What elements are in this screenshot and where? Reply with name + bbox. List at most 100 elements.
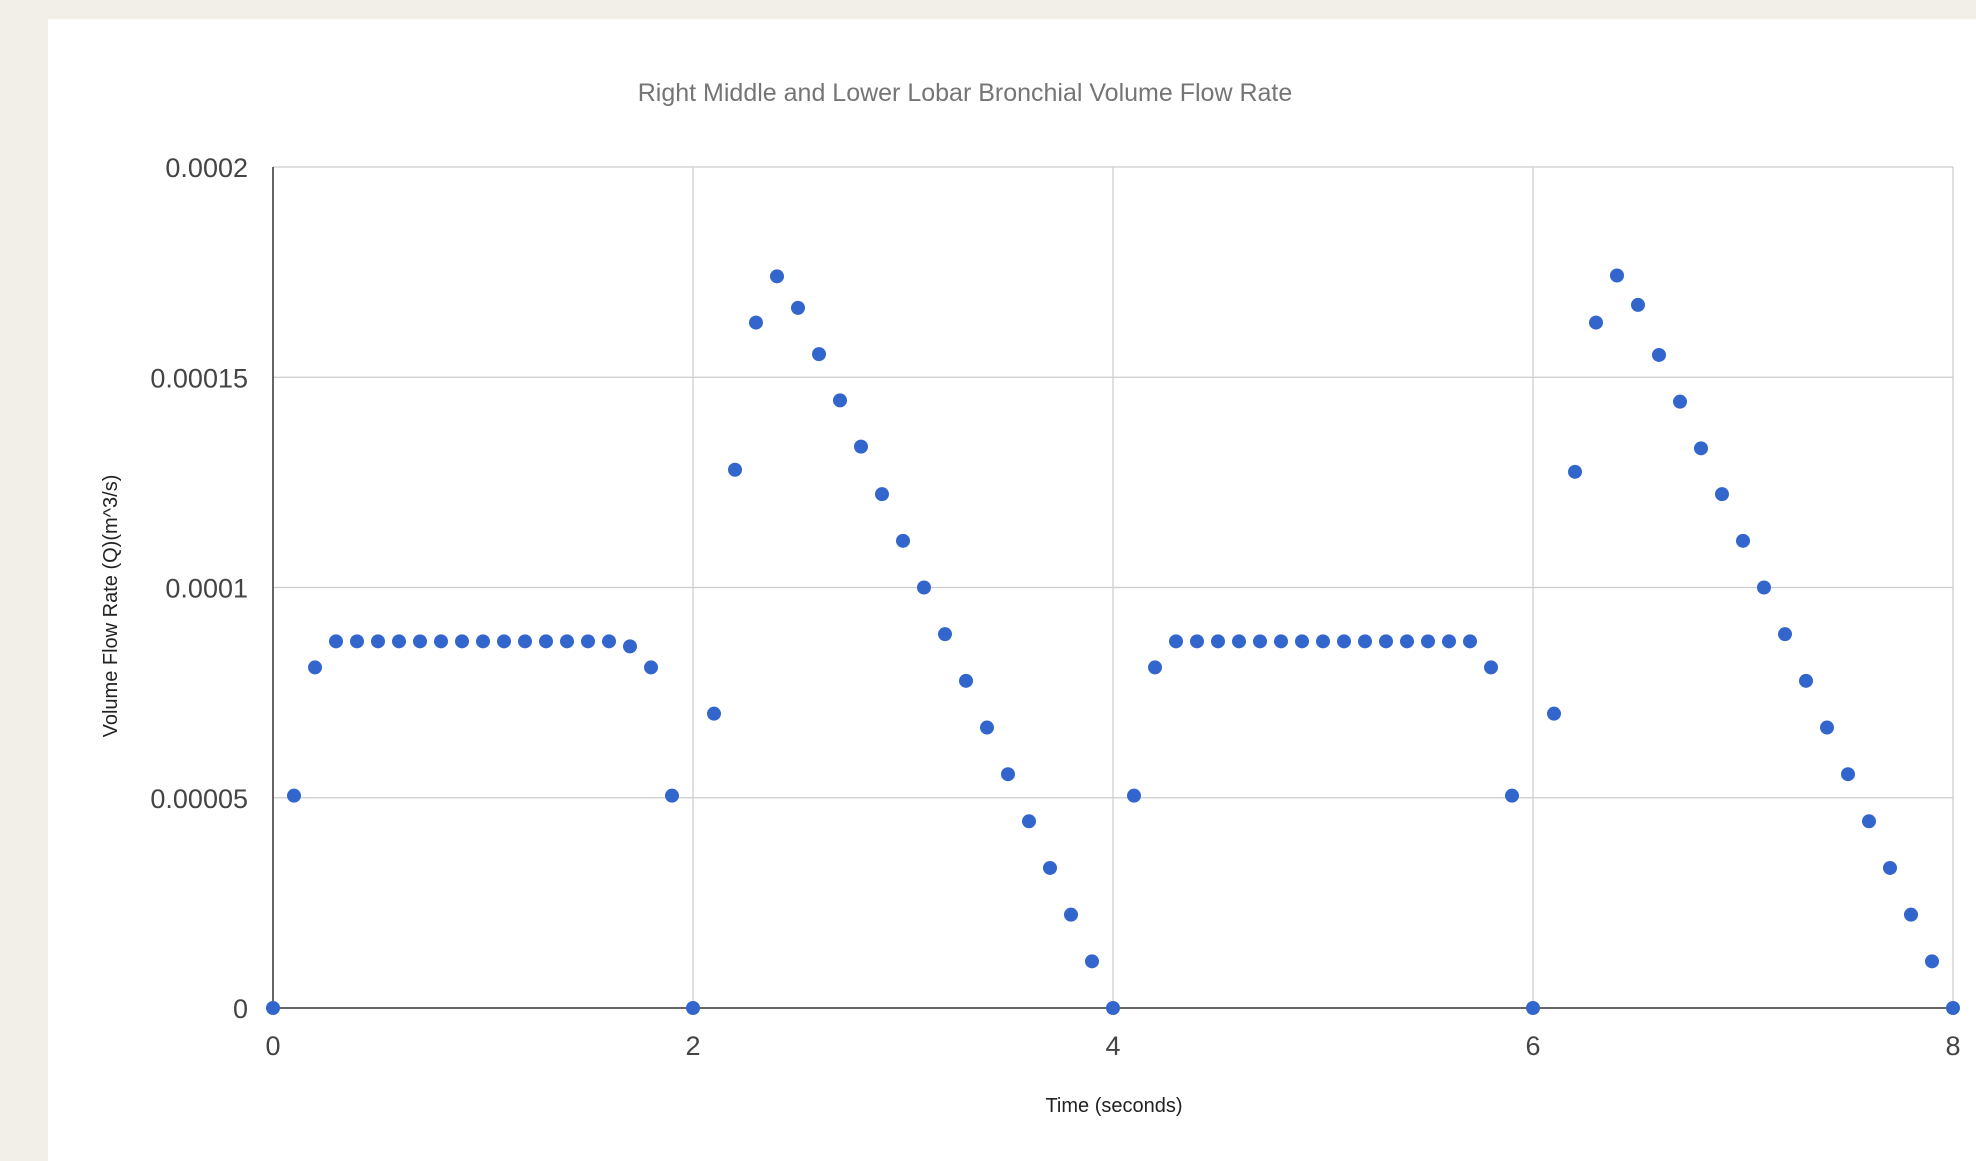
data-point: [1232, 634, 1246, 649]
data-point: [518, 634, 532, 649]
data-point: [1610, 268, 1624, 283]
data-point: [1673, 394, 1687, 409]
data-point: [1043, 860, 1057, 875]
data-point: [980, 720, 994, 735]
data-point: [1337, 634, 1351, 649]
data-point: [329, 634, 343, 649]
data-point: [1022, 814, 1036, 829]
data-point: [539, 634, 553, 649]
data-point: [1820, 720, 1834, 735]
data-point: [1316, 634, 1330, 649]
data-point: [371, 634, 385, 649]
y-tick-label: 0.00005: [150, 784, 248, 814]
data-point: [1778, 627, 1792, 642]
data-point: [1169, 634, 1183, 649]
chart-title: Right Middle and Lower Lobar Bronchial V…: [638, 79, 1293, 107]
data-point: [1946, 1001, 1960, 1015]
data-point: [497, 634, 511, 649]
data-point: [1148, 660, 1162, 675]
data-point: [665, 788, 679, 803]
data-point: [1400, 634, 1414, 649]
data-point: [749, 315, 763, 330]
data-point: [917, 580, 931, 595]
data-point: [1190, 634, 1204, 649]
data-point: [1001, 767, 1015, 782]
data-point: [1736, 533, 1750, 548]
data-point: [266, 1001, 280, 1015]
data-point: [392, 634, 406, 649]
x-axis-label: Time (seconds): [1045, 1095, 1182, 1117]
data-point: [1862, 814, 1876, 829]
data-point: [623, 639, 637, 654]
data-point: [560, 634, 574, 649]
data-point: [1253, 634, 1267, 649]
data-point: [833, 393, 847, 408]
x-axis-ticks: 0 2 4 6 8: [265, 1031, 1960, 1061]
data-point: [476, 634, 490, 649]
data-point: [1652, 347, 1666, 362]
data-point: [1064, 907, 1078, 922]
data-point: [812, 347, 826, 362]
data-point: [644, 660, 658, 675]
data-point: [1274, 634, 1288, 649]
x-tick-label: 8: [1945, 1031, 1960, 1061]
data-point: [1925, 954, 1939, 969]
data-point: [1799, 673, 1813, 688]
data-point: [896, 533, 910, 548]
data-point: [1631, 297, 1645, 312]
data-point: [938, 627, 952, 642]
data-point: [1295, 634, 1309, 649]
data-point: [1715, 487, 1729, 502]
data-point: [413, 634, 427, 649]
data-point: [1505, 788, 1519, 803]
y-axis-ticks: 0 0.00005 0.0001 0.00015 0.0002: [150, 153, 248, 1024]
data-point: [1106, 1001, 1120, 1015]
data-point: [1547, 706, 1561, 721]
data-point: [770, 269, 784, 284]
y-axis-label: Volume Flow Rate (Q)(m^3/s): [100, 475, 122, 738]
data-point: [1589, 315, 1603, 330]
data-point: [581, 634, 595, 649]
data-point: [1484, 660, 1498, 675]
grid-lines: [273, 166, 1954, 1008]
data-point: [1127, 788, 1141, 803]
data-point: [434, 634, 448, 649]
data-point: [1883, 860, 1897, 875]
x-tick-label: 2: [685, 1031, 700, 1061]
y-tick-label: 0.00015: [150, 363, 248, 393]
data-point: [1841, 767, 1855, 782]
x-tick-label: 0: [265, 1031, 280, 1061]
data-point: [350, 634, 364, 649]
data-point: [1421, 634, 1435, 649]
data-point: [1085, 954, 1099, 969]
y-tick-label: 0: [233, 994, 248, 1024]
data-point: [875, 487, 889, 502]
data-point: [602, 634, 616, 649]
data-point: [791, 300, 805, 315]
chart-panel: Right Middle and Lower Lobar Bronchial V…: [48, 19, 1976, 1161]
data-point: [1904, 907, 1918, 922]
x-tick-label: 6: [1525, 1031, 1540, 1061]
data-points: [266, 268, 1960, 1015]
data-point: [1568, 464, 1582, 479]
y-tick-label: 0.0002: [165, 153, 248, 183]
data-point: [308, 660, 322, 675]
data-point: [1358, 634, 1372, 649]
data-point: [1379, 634, 1393, 649]
data-point: [455, 634, 469, 649]
data-point: [1757, 580, 1771, 595]
data-point: [854, 439, 868, 454]
data-point: [287, 788, 301, 803]
scatter-chart: Right Middle and Lower Lobar Bronchial V…: [100, 79, 1961, 1117]
data-point: [707, 706, 721, 721]
data-point: [728, 462, 742, 477]
data-point: [1463, 634, 1477, 649]
data-point: [686, 1001, 700, 1015]
data-point: [1694, 441, 1708, 456]
y-tick-label: 0.0001: [165, 574, 248, 604]
data-point: [1442, 634, 1456, 649]
data-point: [1526, 1001, 1540, 1015]
x-tick-label: 4: [1105, 1031, 1120, 1061]
data-point: [959, 673, 973, 688]
data-point: [1211, 634, 1225, 649]
